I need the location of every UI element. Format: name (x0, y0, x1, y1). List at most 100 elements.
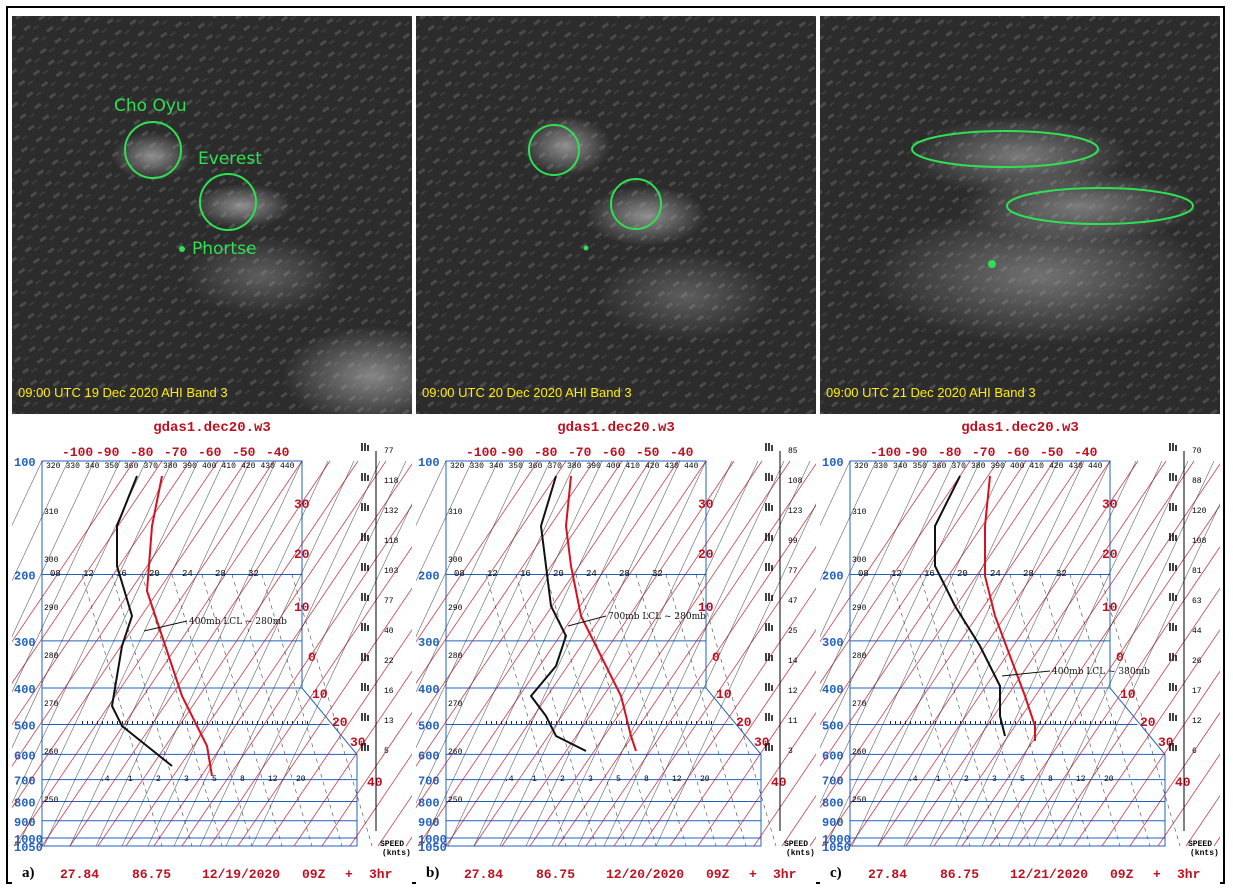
mixing-ratio-label: 20 (700, 775, 710, 784)
satellite-panel-3: 09:00 UTC 21 Dec 2020 AHI Band 3 (820, 16, 1220, 414)
mixing-ratio-label: 28 (1023, 569, 1034, 579)
mixing-ratio-label: .4 (908, 775, 918, 784)
theta-label: 400 (202, 462, 217, 471)
temperature-profile (145, 475, 213, 777)
mixing-ratio-label: 2 (560, 775, 565, 784)
dry-adiabat-line (1059, 503, 1220, 847)
dry-adiabat-line (820, 460, 877, 582)
dry-adiabat-line (12, 460, 173, 804)
temperature-top-label: -40 (266, 445, 290, 460)
dry-adiabat-line (199, 460, 381, 847)
theta-label: 370 (144, 462, 159, 471)
everest-label: Everest (198, 149, 262, 169)
isotherm-line (181, 504, 412, 847)
temperature-top-label: -90 (500, 445, 524, 460)
mixing-ratio-line (545, 574, 627, 847)
mixing-ratio-label: 12 (891, 569, 902, 579)
dry-adiabat-line (603, 460, 785, 847)
isotherm-line (12, 460, 219, 767)
isotherm-line (557, 463, 816, 847)
theta-label: 360 (528, 462, 543, 471)
wind-barb (1169, 743, 1177, 751)
wind-barb (361, 623, 369, 631)
pressure-label: 600 (418, 749, 440, 763)
footer-lon: 86.75 (536, 867, 576, 882)
dry-adiabat-line (447, 460, 629, 847)
theta-label: 310 (44, 508, 59, 517)
dry-adiabat-line (877, 460, 1059, 847)
footer-fcst: 3hr (1177, 867, 1201, 882)
dewpoint-profile (110, 475, 173, 767)
theta-label: 330 (470, 462, 485, 471)
mixing-ratio-line (919, 574, 1001, 847)
pressure-label: 900 (14, 816, 36, 830)
temperature-right-label: 10 (716, 687, 732, 702)
isotherm-line (585, 504, 816, 847)
isotherm-line (321, 712, 412, 847)
speed-label: (knts) (1190, 849, 1219, 858)
dry-adiabat-line (416, 460, 577, 804)
temperature-right-label: 0 (1116, 650, 1124, 665)
pressure-label: 900 (822, 816, 844, 830)
temperature-top-label: -80 (938, 445, 962, 460)
dry-adiabat-line (820, 460, 929, 693)
theta-label: 340 (893, 462, 908, 471)
panel-letter: c) (830, 865, 842, 881)
theta-label: 350 (105, 462, 120, 471)
footer-fcst: 3hr (773, 867, 797, 882)
wind-speed-label: 108 (1192, 537, 1207, 546)
speed-label: SPEED (784, 840, 808, 849)
temperature-top-label: -60 (198, 445, 222, 460)
isotherm-line (1045, 587, 1220, 847)
mixing-ratio-line (1009, 574, 1091, 847)
isotherm-line (821, 460, 1083, 847)
mixing-ratio-label: 28 (619, 569, 630, 579)
wind-speed-label: 25 (788, 627, 798, 636)
theta-label: 280 (448, 652, 463, 661)
figure-frame: Cho Oyu Everest Phortse 09:00 UTC 19 Dec… (6, 6, 1225, 892)
pressure-label: 900 (418, 816, 440, 830)
wind-speed-label: 12 (788, 687, 798, 696)
wind-speed-label: 5 (384, 747, 389, 756)
mixing-ratio-label: 12 (83, 569, 94, 579)
temperature-right-label: 20 (332, 715, 348, 730)
theta-label: 290 (852, 604, 867, 613)
temperature-top-label: -80 (130, 445, 154, 460)
temperature-right-label: 20 (1140, 715, 1156, 730)
isotherm-line (377, 794, 412, 847)
isotherm-line (905, 460, 1167, 847)
isotherm-line (641, 587, 816, 847)
temperature-top-label: -60 (602, 445, 626, 460)
mixing-ratio-label: 32 (1056, 569, 1067, 579)
mixing-ratio-label: 5 (1020, 775, 1025, 784)
theta-label: 370 (548, 462, 563, 471)
wind-speed-label: 3 (788, 747, 793, 756)
temperature-top-label: -70 (164, 445, 188, 460)
footer-fcst: 3hr (369, 867, 393, 882)
isotherm-line (613, 546, 816, 847)
mixing-ratio-line (141, 574, 223, 847)
mixing-ratio-label: 20 (149, 569, 160, 579)
isotherm-line (820, 460, 1027, 767)
pressure-label: 300 (418, 636, 440, 650)
temperature-right-label: 0 (308, 650, 316, 665)
dry-adiabat-line (416, 460, 551, 749)
temperature-right-label: 10 (1120, 687, 1136, 702)
wind-barb (1169, 503, 1177, 511)
temperature-right-label: 40 (1175, 775, 1191, 790)
theta-label: 250 (448, 796, 463, 805)
theta-label: 260 (852, 748, 867, 757)
temperature-top-label: -50 (232, 445, 256, 460)
mixing-ratio-label: 08 (858, 569, 869, 579)
footer-lat: 27.84 (868, 867, 908, 882)
dry-adiabat-line (12, 460, 95, 638)
wind-speed-label: 26 (1192, 657, 1202, 666)
isotherm-line (961, 463, 1220, 847)
theta-label: 400 (606, 462, 621, 471)
wind-speed-label: 132 (384, 507, 399, 516)
wind-speed-label: 47 (788, 597, 798, 606)
mixing-ratio-line (605, 574, 687, 847)
isotherm-line (153, 463, 412, 847)
wind-barb (1169, 563, 1177, 571)
dry-adiabat-line (981, 460, 1163, 847)
